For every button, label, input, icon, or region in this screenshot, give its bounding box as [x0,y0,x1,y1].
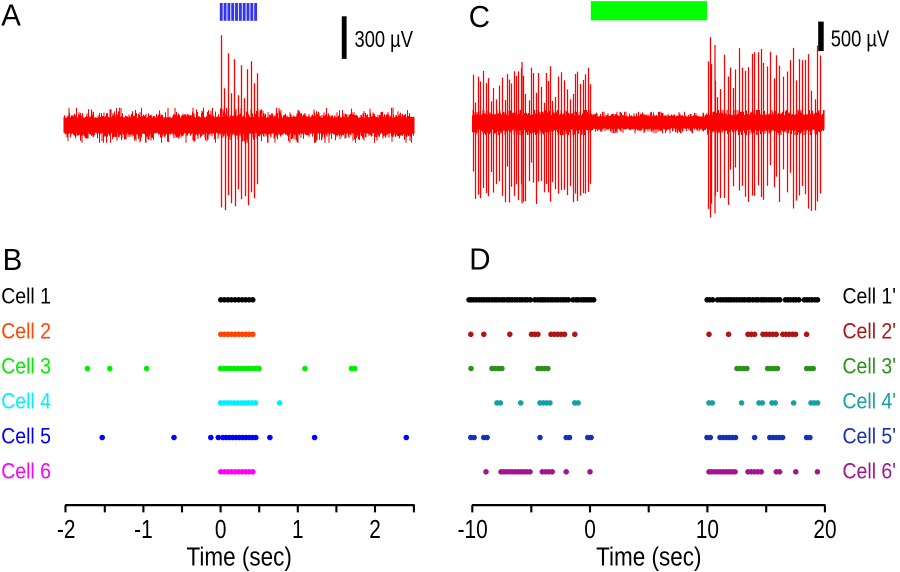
svg-text:Cell 2: Cell 2 [1,319,51,343]
svg-text:0: 0 [584,515,596,544]
svg-text:B: B [3,243,23,277]
svg-text:C: C [469,1,490,35]
svg-text:300 µV: 300 µV [355,27,413,53]
svg-text:Cell 1': Cell 1' [843,284,896,308]
svg-text:2: 2 [369,515,381,544]
svg-text:Cell 6': Cell 6' [843,459,896,483]
svg-text:Cell 2': Cell 2' [843,319,896,343]
svg-text:Cell 3': Cell 3' [843,354,896,378]
svg-text:Cell 5: Cell 5 [1,424,51,448]
svg-text:D: D [469,243,490,277]
svg-text:10: 10 [696,515,719,544]
svg-text:1: 1 [292,515,304,544]
svg-text:-1: -1 [134,515,152,544]
svg-text:0: 0 [215,515,227,544]
svg-text:Cell 3: Cell 3 [1,354,51,378]
svg-text:500 µV: 500 µV [831,26,889,52]
svg-text:-10: -10 [458,515,488,544]
svg-text:Cell 5': Cell 5' [843,424,896,448]
svg-text:Cell 1: Cell 1 [1,284,51,308]
svg-text:Time (sec): Time (sec) [187,543,292,572]
svg-text:Cell 4': Cell 4' [843,389,896,413]
svg-text:Cell 4: Cell 4 [1,389,51,413]
svg-text:20: 20 [813,515,836,544]
svg-text:Time (sec): Time (sec) [596,543,701,572]
svg-text:Cell 6: Cell 6 [1,459,51,483]
svg-text:A: A [1,0,21,33]
svg-text:-2: -2 [57,515,75,544]
